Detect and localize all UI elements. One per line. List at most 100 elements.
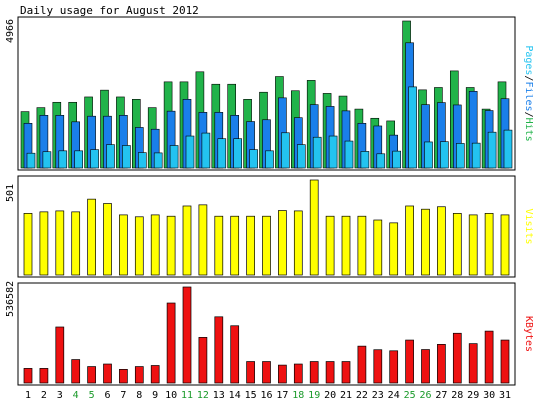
bar-pages-day-20 [328, 135, 338, 169]
bar-visits-day-28 [452, 213, 462, 276]
ylabel-usage: Pages/Files/Hits [523, 45, 533, 141]
bar-kbytes-day-29 [468, 343, 478, 384]
x-tick-label-day-21: 21 [340, 390, 352, 401]
bar-kbytes-day-8 [134, 366, 144, 384]
bar-kbytes-day-4 [71, 359, 81, 384]
bar-pages-day-1 [26, 152, 36, 169]
bar-pages-day-25 [408, 86, 417, 169]
bar-pages-day-16 [265, 150, 274, 169]
x-tick-label-day-16: 16 [260, 390, 272, 401]
bar-kbytes-day-6 [103, 363, 112, 384]
bar-kbytes-day-13 [214, 316, 224, 384]
x-tick-label-day-1: 1 [25, 390, 31, 401]
bar-visits-day-10 [166, 215, 176, 276]
bar-visits-day-18 [293, 210, 303, 276]
bar-visits-day-25 [405, 205, 414, 276]
bar-pages-day-4 [74, 150, 83, 169]
bar-visits-day-8 [134, 216, 144, 276]
ymax-label-visits: 501 [5, 184, 16, 202]
chart-title: Daily usage for August 2012 [20, 4, 199, 17]
bar-pages-day-8 [138, 152, 147, 169]
bar-visits-day-27 [437, 206, 446, 276]
x-tick-label-day-9: 9 [152, 390, 158, 401]
ylabel-part-0: Pages [523, 45, 533, 75]
bar-kbytes-day-21 [341, 361, 351, 384]
x-tick-label-day-19: 19 [308, 390, 320, 401]
x-tick-label-day-7: 7 [120, 390, 126, 401]
ymax-label-usage: 4966 [5, 19, 16, 43]
bar-kbytes-day-26 [421, 349, 430, 384]
bar-kbytes-day-5 [87, 366, 96, 384]
bar-visits-day-20 [325, 215, 335, 276]
bar-pages-day-26 [424, 141, 433, 169]
bar-visits-day-30 [484, 213, 494, 276]
bar-pages-day-19 [312, 136, 322, 169]
bar-kbytes-day-7 [119, 369, 128, 384]
bar-kbytes-day-22 [357, 345, 367, 384]
x-tick-label-day-4: 4 [73, 390, 79, 401]
bar-kbytes-day-18 [293, 363, 303, 384]
bar-pages-day-27 [440, 141, 449, 169]
x-tick-label-day-12: 12 [197, 390, 209, 401]
x-tick-label-day-30: 30 [483, 390, 495, 401]
bar-visits-day-23 [373, 219, 383, 276]
bar-pages-day-6 [106, 144, 115, 169]
bar-kbytes-day-25 [405, 339, 414, 384]
bar-pages-day-11 [185, 135, 195, 169]
x-tick-label-day-26: 26 [419, 390, 431, 401]
bar-visits-day-9 [150, 214, 160, 276]
bar-pages-day-3 [58, 150, 68, 169]
bar-kbytes-day-14 [230, 325, 240, 384]
bar-visits-day-11 [182, 205, 192, 276]
x-tick-label-day-20: 20 [324, 390, 336, 401]
bar-kbytes-day-28 [452, 332, 462, 384]
x-tick-label-day-2: 2 [41, 390, 47, 401]
x-tick-label-day-15: 15 [245, 390, 257, 401]
bar-kbytes-day-19 [309, 361, 319, 384]
ylabel-visits: Visits [523, 208, 533, 244]
bar-kbytes-day-16 [262, 361, 271, 384]
bar-pages-day-22 [360, 151, 370, 169]
bar-visits-day-12 [198, 204, 208, 276]
bar-visits-day-4 [71, 211, 81, 276]
bar-kbytes-day-11 [182, 286, 192, 384]
bar-kbytes-day-3 [55, 326, 65, 384]
x-tick-label-day-27: 27 [435, 390, 447, 401]
bar-pages-day-2 [42, 151, 52, 169]
bar-pages-day-5 [90, 149, 99, 169]
bar-kbytes-day-17 [278, 364, 287, 384]
x-tick-label-day-18: 18 [292, 390, 304, 401]
x-tick-label-day-6: 6 [104, 390, 110, 401]
bar-pages-day-17 [281, 132, 290, 169]
bar-kbytes-day-12 [198, 337, 208, 384]
bar-visits-day-24 [389, 222, 399, 276]
bar-kbytes-day-27 [437, 344, 446, 384]
bar-pages-day-13 [217, 138, 227, 169]
x-tick-label-day-28: 28 [451, 390, 463, 401]
bar-visits-day-29 [468, 214, 478, 276]
bar-kbytes-day-23 [373, 349, 383, 384]
bar-pages-day-24 [392, 150, 402, 169]
x-tick-label-day-23: 23 [372, 390, 384, 401]
bar-kbytes-day-10 [166, 302, 176, 384]
bar-visits-day-21 [341, 215, 351, 276]
bar-pages-day-28 [455, 143, 465, 169]
x-tick-label-day-8: 8 [136, 390, 142, 401]
ylabel-part-2: Files [523, 81, 533, 111]
bar-pages-day-21 [344, 140, 354, 169]
bar-visits-day-6 [103, 203, 112, 276]
x-tick-label-day-14: 14 [229, 390, 241, 401]
x-tick-label-day-17: 17 [276, 390, 288, 401]
bar-kbytes-day-1 [23, 368, 33, 384]
bar-visits-day-15 [246, 215, 255, 276]
bar-visits-day-17 [278, 210, 287, 276]
bar-pages-day-15 [249, 149, 258, 169]
bar-visits-day-7 [119, 214, 128, 276]
bar-pages-day-29 [471, 142, 481, 169]
bar-pages-day-14 [233, 138, 242, 169]
ymax-label-kbytes: 536582 [5, 281, 16, 317]
x-tick-label-day-24: 24 [388, 390, 400, 401]
x-tick-label-day-13: 13 [213, 390, 225, 401]
